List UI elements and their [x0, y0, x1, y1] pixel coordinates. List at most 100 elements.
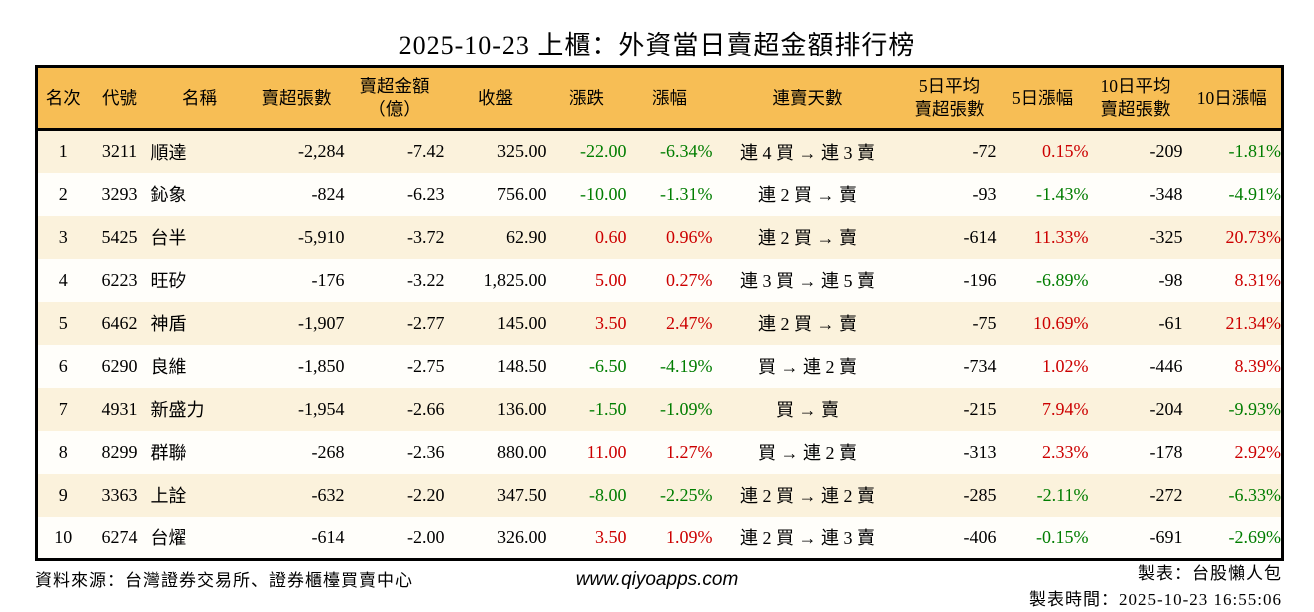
name-cell: 群聯 [150, 443, 187, 463]
code-cell: 3211 [101, 141, 138, 162]
change-cell: -22.00 [580, 141, 627, 162]
change-pct-cell: 0.27% [666, 269, 713, 290]
col-header-name: 名稱 [150, 66, 249, 131]
col-header-change: 漲跌 [546, 66, 627, 131]
rank-cell: 4 [58, 269, 68, 290]
avg5-cell: -215 [963, 398, 997, 419]
rank-cell: 7 [58, 398, 68, 419]
change-cell: 0.60 [595, 226, 627, 247]
code-cell: 3293 [101, 183, 138, 204]
change-cell: -8.00 [589, 484, 627, 505]
close-cell: 1,825.00 [483, 269, 547, 290]
rank-cell: 10 [54, 526, 73, 547]
change-cell: -10.00 [580, 183, 627, 204]
pct10-cell: 8.39% [1234, 355, 1282, 376]
change-cell: 3.50 [595, 526, 627, 547]
streak-cell: 買 → 連 2 賣 [758, 357, 857, 377]
change-cell: -1.50 [589, 398, 627, 419]
avg5-cell: -285 [963, 484, 997, 505]
name-cell: 台燿 [150, 528, 187, 549]
pct10-cell: 20.73% [1225, 226, 1282, 247]
pct10-cell: 2.92% [1234, 441, 1282, 462]
table-row: 3 5425 台半 -5,910 -3.72 62.90 0.60 0.96% … [36, 215, 1283, 259]
avg10-cell: -209 [1149, 141, 1183, 162]
sell-volume-cell: -1,907 [298, 312, 345, 333]
credit-block: 製表：台股懶人包 製表時間：2025-10-23 16:55:06 [1029, 561, 1282, 612]
rank-cell: 2 [58, 183, 68, 204]
streak-cell: 連 3 買 → 連 5 賣 [740, 271, 875, 291]
pct10-cell: -1.81% [1228, 141, 1282, 162]
change-pct-cell: 2.47% [666, 312, 713, 333]
code-cell: 6462 [101, 312, 138, 333]
avg5-cell: -75 [972, 312, 997, 333]
streak-cell: 連 2 買 → 連 3 賣 [740, 528, 875, 549]
col-header-close: 收盤 [444, 66, 547, 131]
table-row: 4 6223 旺矽 -176 -3.22 1,825.00 5.00 0.27%… [36, 258, 1283, 302]
ranking-table: 名次 代號 名稱 賣超張數 賣超金額 （億） 收盤 漲跌 漲幅 連賣天數 5日平… [35, 65, 1284, 561]
pct5-cell: -1.43% [1036, 183, 1089, 204]
table-row: 9 3363 上詮 -632 -2.20 347.50 -8.00 -2.25%… [36, 473, 1283, 517]
avg5-cell: -196 [963, 269, 997, 290]
col-header-avg5: 5日平均 賣超張數 [902, 66, 997, 131]
sell-volume-cell: -1,954 [298, 398, 345, 419]
streak-cell: 連 2 買 → 賣 [758, 185, 857, 205]
avg5-cell: -614 [963, 226, 997, 247]
change-cell: 3.50 [595, 312, 627, 333]
streak-cell: 連 2 買 → 連 2 賣 [740, 486, 875, 506]
sell-volume-cell: -824 [311, 183, 345, 204]
change-pct-cell: -4.19% [660, 355, 713, 376]
website-url: www.qiyoapps.com [575, 569, 739, 590]
avg10-cell: -98 [1158, 269, 1183, 290]
col-header-sell-amount: 賣超金額 （億） [344, 66, 445, 131]
table-row: 5 6462 神盾 -1,907 -2.77 145.00 3.50 2.47%… [36, 301, 1283, 345]
pct5-cell: 11.33% [1033, 226, 1089, 247]
col-header-streak: 連賣天數 [712, 66, 903, 131]
pct10-cell: -2.69% [1228, 526, 1282, 547]
change-cell: -6.50 [589, 355, 627, 376]
streak-cell: 連 2 買 → 賣 [758, 314, 857, 334]
close-cell: 756.00 [497, 183, 547, 204]
col-header-change-pct: 漲幅 [626, 66, 713, 131]
pct10-cell: -6.33% [1228, 484, 1282, 505]
pct5-cell: 1.02% [1042, 355, 1089, 376]
name-cell: 良維 [150, 357, 187, 377]
table-row: 10 6274 台燿 -614 -2.00 326.00 3.50 1.09% … [36, 516, 1283, 560]
name-cell: 上詮 [150, 486, 187, 506]
sell-amount-cell: -7.42 [407, 141, 445, 162]
change-pct-cell: 0.96% [666, 226, 713, 247]
close-cell: 880.00 [497, 441, 547, 462]
table-row: 2 3293 鈊象 -824 -6.23 756.00 -10.00 -1.31… [36, 172, 1283, 216]
table-row: 8 8299 群聯 -268 -2.36 880.00 11.00 1.27% … [36, 430, 1283, 474]
sell-amount-cell: -6.23 [407, 183, 445, 204]
avg5-cell: -93 [972, 183, 997, 204]
sell-amount-cell: -3.72 [407, 226, 445, 247]
close-cell: 347.50 [497, 484, 547, 505]
data-source-note: 資料來源：台灣證券交易所、證券櫃檯買賣中心 [35, 571, 413, 590]
change-pct-cell: -2.25% [660, 484, 713, 505]
col-header-rank: 名次 [36, 66, 89, 131]
avg10-cell: -691 [1149, 526, 1183, 547]
close-cell: 136.00 [497, 398, 547, 419]
rank-cell: 5 [58, 312, 68, 333]
close-cell: 326.00 [497, 526, 547, 547]
page-title: 2025-10-23 上櫃：外資當日賣超金額排行榜 [398, 31, 916, 60]
code-cell: 5425 [101, 226, 138, 247]
code-cell: 3363 [101, 484, 138, 505]
avg10-cell: -272 [1149, 484, 1183, 505]
sell-amount-cell: -2.36 [407, 441, 445, 462]
code-cell: 4931 [101, 398, 138, 419]
pct5-cell: 7.94% [1042, 398, 1089, 419]
table-row: 7 4931 新盛力 -1,954 -2.66 136.00 -1.50 -1.… [36, 387, 1283, 431]
avg5-cell: -72 [972, 141, 997, 162]
sell-volume-cell: -1,850 [298, 355, 345, 376]
streak-cell: 連 2 買 → 賣 [758, 228, 857, 248]
code-cell: 6223 [101, 269, 138, 290]
sell-amount-cell: -2.20 [407, 484, 445, 505]
rank-cell: 8 [58, 441, 68, 462]
sell-amount-cell: -3.22 [407, 269, 445, 290]
pct5-cell: 2.33% [1042, 441, 1089, 462]
avg10-cell: -348 [1149, 183, 1183, 204]
pct5-cell: -6.89% [1036, 269, 1089, 290]
sell-volume-cell: -176 [311, 269, 345, 290]
avg10-cell: -446 [1149, 355, 1183, 376]
